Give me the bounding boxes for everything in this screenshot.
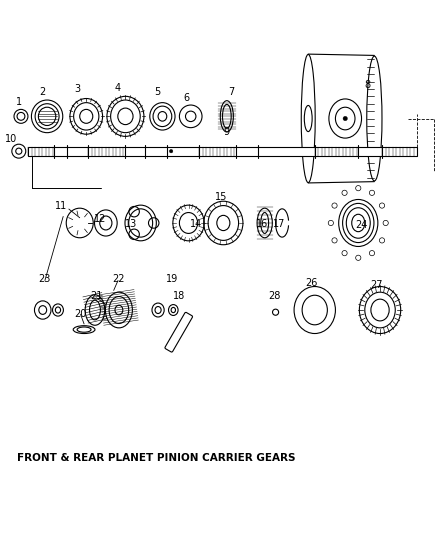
Text: 7: 7 — [228, 86, 234, 96]
Text: 10: 10 — [5, 134, 17, 144]
Text: 16: 16 — [255, 219, 268, 229]
Text: 11: 11 — [55, 200, 67, 211]
Text: 3: 3 — [74, 84, 81, 94]
Circle shape — [343, 116, 347, 120]
Text: 12: 12 — [95, 214, 107, 224]
Circle shape — [170, 149, 173, 153]
Text: FRONT & REAR PLANET PINION CARRIER GEARS: FRONT & REAR PLANET PINION CARRIER GEARS — [17, 453, 295, 463]
Text: 24: 24 — [356, 220, 368, 230]
Text: 19: 19 — [166, 273, 178, 284]
Text: 9: 9 — [224, 126, 230, 136]
Text: 4: 4 — [115, 83, 121, 93]
Text: 8: 8 — [364, 79, 370, 90]
Text: 5: 5 — [154, 87, 160, 98]
Text: 18: 18 — [173, 291, 185, 301]
Text: 27: 27 — [370, 280, 383, 290]
Text: 2: 2 — [39, 87, 46, 98]
Text: 14: 14 — [190, 219, 202, 229]
Text: 21: 21 — [90, 291, 102, 301]
Text: 26: 26 — [305, 278, 318, 288]
Text: 23: 23 — [39, 273, 51, 284]
Text: 17: 17 — [273, 219, 285, 229]
Text: 28: 28 — [268, 291, 281, 301]
Text: 6: 6 — [183, 93, 189, 103]
Text: 22: 22 — [112, 273, 124, 284]
Text: 1: 1 — [16, 97, 22, 107]
Text: 15: 15 — [215, 192, 227, 202]
Text: 20: 20 — [74, 309, 87, 319]
Bar — [28, 147, 417, 156]
FancyBboxPatch shape — [165, 312, 193, 352]
Text: 13: 13 — [125, 219, 137, 229]
